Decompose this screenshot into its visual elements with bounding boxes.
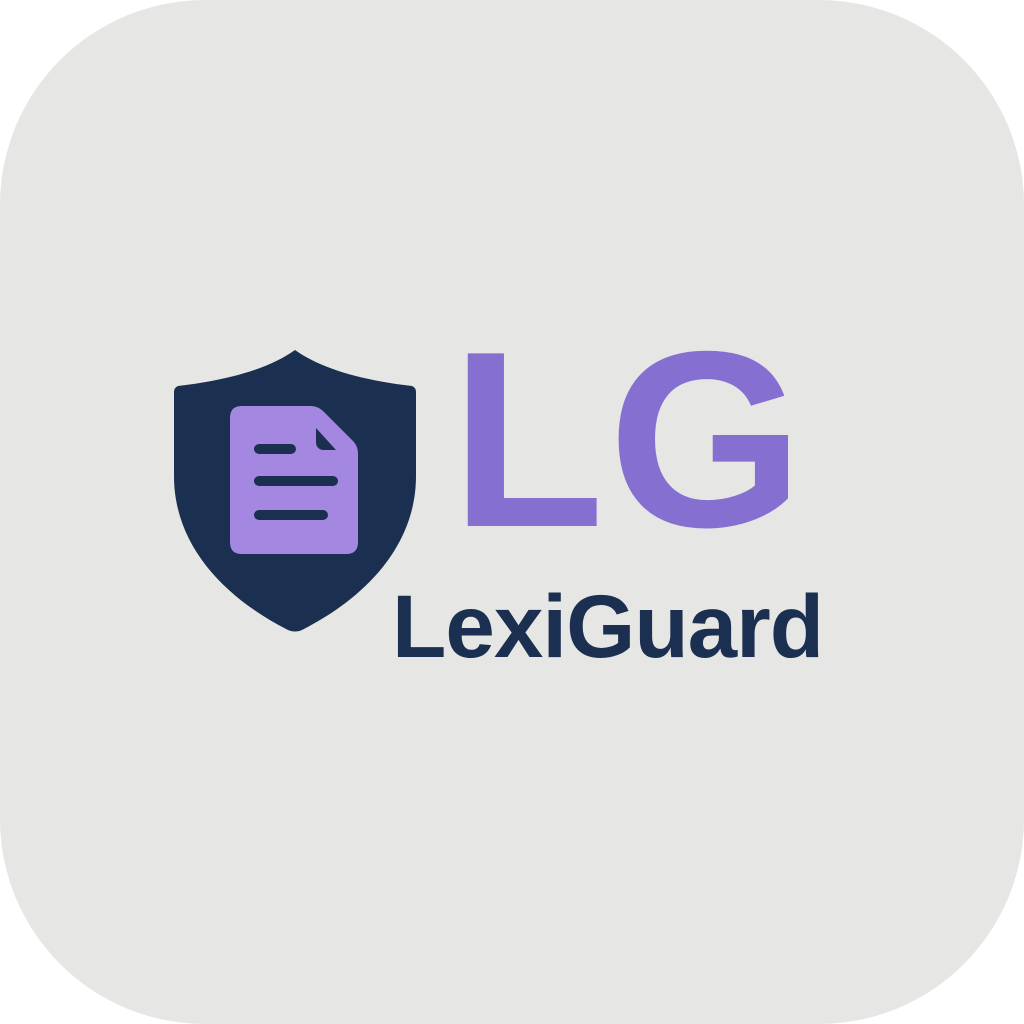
document-line-2: [254, 476, 338, 486]
document-corner-fold: [316, 428, 336, 450]
logo-monogram: LG: [451, 300, 808, 580]
logo-wordmark: LexiGuard: [392, 576, 824, 676]
document-line-3: [254, 510, 328, 520]
document-line-1: [254, 444, 296, 454]
shield-document-icon: [170, 346, 420, 636]
